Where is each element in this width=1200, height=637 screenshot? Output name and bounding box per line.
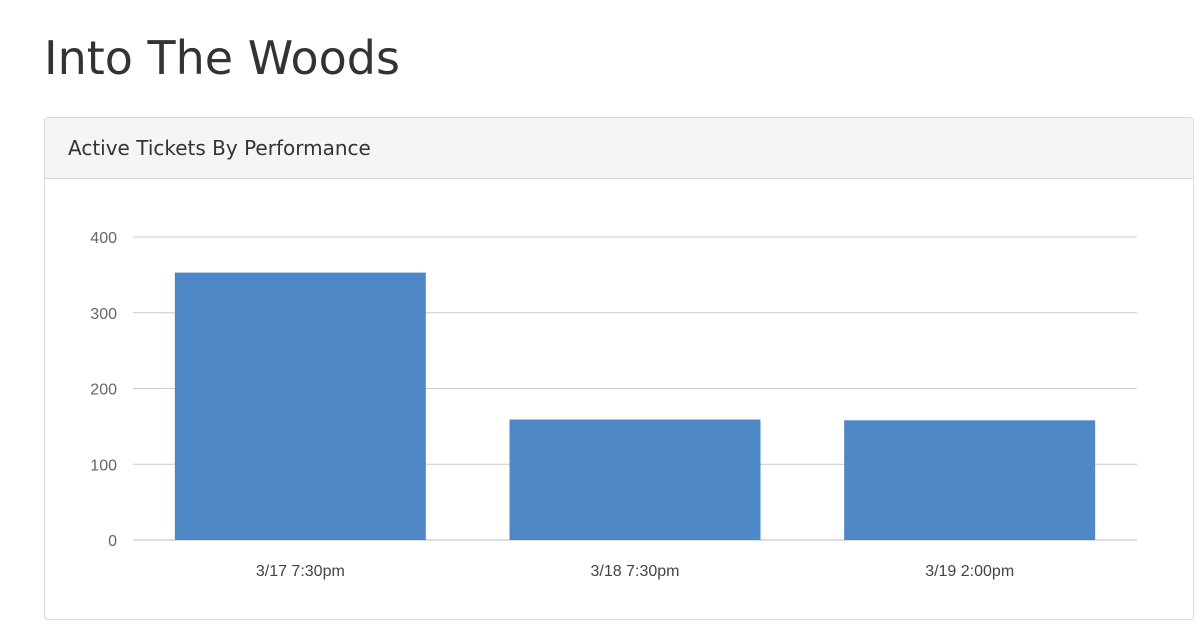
bar-chart: 0 100 200 300 400 3/17 7:30pm 3/18 7:30pm 3/19… [90,230,1137,580]
y-tick-label: 200 [90,382,117,399]
bar[interactable] [174,272,426,540]
y-tick-label: 300 [90,306,117,323]
chart-panel: Active Tickets By Performance 0 100 200 300… [44,117,1194,620]
bar[interactable] [844,420,1096,540]
bars [174,272,1096,540]
chart-area: 0 100 200 300 400 3/17 7:30pm 3/18 7:30pm 3/19… [45,118,1193,619]
page-title: Into The Woods [44,31,400,85]
panel-heading: Active Tickets By Performance [45,118,1193,179]
y-tick-label: 400 [90,230,117,247]
y-tick-label: 100 [90,457,117,474]
bar[interactable] [509,419,761,540]
x-tick-label: 3/18 7:30pm [591,563,680,580]
y-tick-label: 0 [108,533,117,550]
x-tick-label: 3/17 7:30pm [256,563,345,580]
x-tick-label: 3/19 2:00pm [925,563,1014,580]
x-axis-ticks: 3/17 7:30pm 3/18 7:30pm 3/19 2:00pm [256,563,1014,580]
y-axis-ticks: 0 100 200 300 400 [90,230,117,550]
